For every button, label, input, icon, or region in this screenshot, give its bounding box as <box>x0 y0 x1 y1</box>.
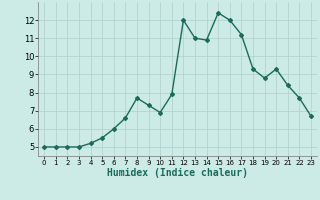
X-axis label: Humidex (Indice chaleur): Humidex (Indice chaleur) <box>107 168 248 178</box>
